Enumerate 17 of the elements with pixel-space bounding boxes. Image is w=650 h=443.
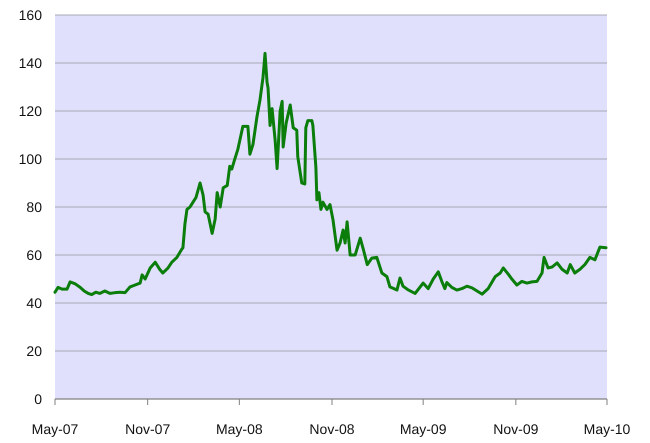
x-tick-label: May-08 — [216, 421, 263, 437]
y-tick-label: 160 — [18, 7, 42, 23]
x-tick-label: May-09 — [400, 421, 447, 437]
y-tick-label: 100 — [18, 151, 42, 167]
x-tick-label: May-10 — [584, 421, 631, 437]
y-tick-label: 140 — [18, 55, 42, 71]
x-tick-label: May-07 — [32, 421, 79, 437]
x-tick-label: Nov-08 — [309, 421, 355, 437]
y-tick-label: 80 — [26, 199, 42, 215]
y-tick-label: 0 — [34, 391, 42, 407]
y-tick-label: 60 — [26, 247, 42, 263]
y-tick-label: 40 — [26, 295, 42, 311]
x-tick-label: Nov-09 — [493, 421, 539, 437]
line-series — [54, 52, 608, 296]
y-tick-label: 20 — [26, 343, 42, 359]
y-tick-label: 120 — [18, 103, 42, 119]
x-tick-label: Nov-07 — [125, 421, 170, 437]
